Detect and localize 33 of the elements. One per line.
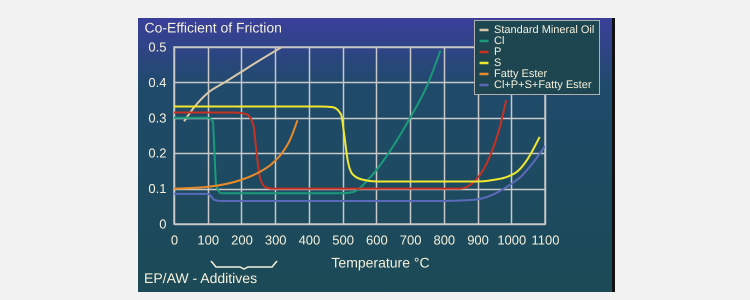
legend-label: Fatty Ester [494, 68, 548, 80]
line-series [174, 105, 541, 183]
legend-label: Standard Mineral Oil [494, 24, 594, 36]
legend-label: S [494, 57, 502, 69]
y-axis-title: Co-Efficient of Friction [144, 20, 282, 36]
x-tick-label: 400 [298, 232, 320, 248]
y-tick-label: 0.3 [148, 110, 166, 126]
x-tick-label: 0 [170, 232, 178, 248]
x-tick-label: 1000 [497, 232, 526, 248]
x-tick-label: 600 [366, 232, 388, 248]
x-tick-label: 200 [231, 232, 253, 248]
x-tick-label: 500 [332, 232, 354, 248]
x-axis-title: Temperature °C [331, 254, 430, 270]
x-tick-label: 100 [197, 232, 220, 248]
y-tick-label: 0.4 [148, 74, 166, 90]
y-tick-label: 0.5 [148, 40, 166, 54]
x-tick-label: 1100 [532, 232, 560, 248]
legend-label: Cl+P+S+Fatty Ester [494, 79, 592, 91]
line-series [174, 145, 545, 202]
x-tick-label: 700 [400, 232, 422, 248]
x-tick-label: 300 [264, 232, 287, 248]
line-series [174, 99, 508, 190]
text: EP/AW - Additives [144, 270, 258, 286]
y-tick-label: 0 [159, 216, 166, 232]
line-series [174, 119, 298, 190]
line-series [183, 47, 283, 122]
x-tick-label: 900 [467, 232, 489, 248]
y-tick-label: 0.1 [148, 181, 166, 196]
line-series [174, 50, 442, 194]
legend-label: Cl [494, 35, 504, 47]
x-tick-label: 800 [433, 232, 456, 248]
legend-label: P [494, 46, 502, 58]
y-tick-label: 0.2 [148, 146, 166, 161]
